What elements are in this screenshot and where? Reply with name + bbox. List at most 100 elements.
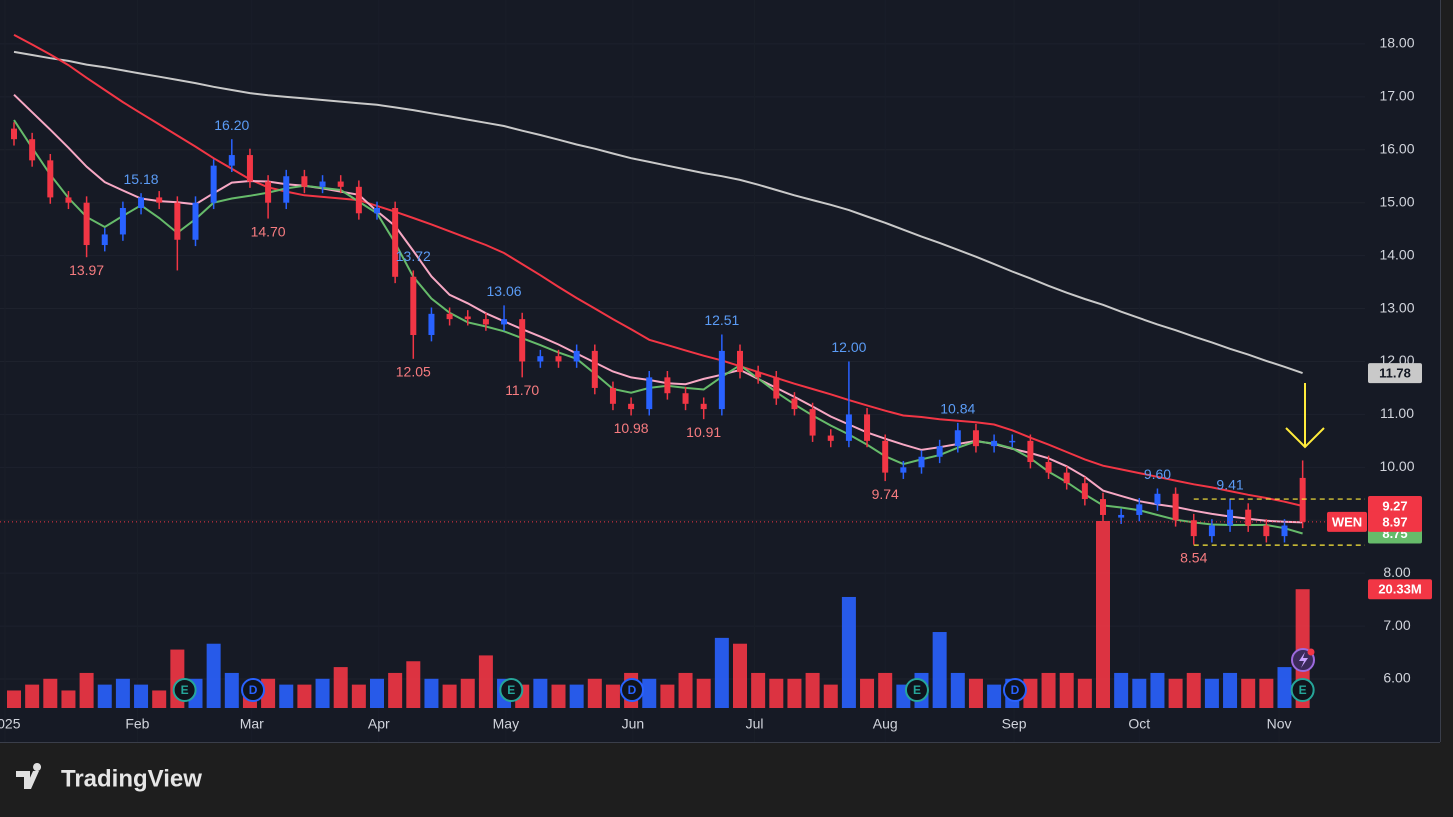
- candle-body: [972, 430, 979, 447]
- high-label: 9.41: [1216, 476, 1243, 492]
- volume-bar: [860, 678, 875, 708]
- volume-bar: [1114, 672, 1129, 708]
- candle-body: [737, 350, 743, 373]
- moving-average-line: [13, 50, 1303, 375]
- candle-body: [936, 446, 943, 457]
- volume-bar: [478, 655, 493, 708]
- candle-body: [355, 186, 362, 214]
- moving-average-line: [13, 34, 1303, 507]
- event-label: E: [507, 683, 515, 697]
- x-tick-label: Aug: [873, 716, 898, 732]
- candle-body: [319, 181, 326, 187]
- high-label: 10.84: [940, 401, 975, 417]
- candles: [11, 122, 1306, 545]
- brand-name: TradingView: [61, 765, 202, 792]
- volume-bar: [878, 672, 893, 708]
- candle-body: [1027, 440, 1034, 463]
- volume-bar: [605, 684, 620, 708]
- event-icon: [499, 678, 524, 702]
- volume-bar: [805, 672, 820, 708]
- event-label: E: [913, 683, 921, 697]
- volume-bar: [261, 678, 276, 708]
- low-label: 10.98: [614, 420, 649, 436]
- candle-body: [265, 181, 272, 203]
- symbol-tag-text: WEN: [1332, 514, 1362, 529]
- candle-body: [1063, 472, 1070, 484]
- arrow-head: [1285, 427, 1325, 449]
- candle-body: [337, 181, 344, 187]
- candle-body: [791, 398, 798, 410]
- candle-body: [519, 319, 526, 362]
- volume-bar: [932, 632, 947, 708]
- candle-body: [47, 160, 54, 198]
- event-icon: [1290, 678, 1315, 702]
- low-label: 12.05: [396, 364, 431, 380]
- event-icon: [172, 678, 197, 702]
- volume-bar: [787, 678, 802, 708]
- volume-bar: [533, 678, 548, 708]
- candle-body: [1263, 525, 1270, 537]
- candle-body: [954, 430, 961, 447]
- candle-body: [682, 393, 689, 404]
- volume-bar: [25, 684, 40, 708]
- candle-body: [664, 377, 671, 394]
- volume-bar: [79, 672, 94, 708]
- candle-body: [1045, 462, 1052, 473]
- volume-bar: [1023, 678, 1038, 708]
- event-label: D: [628, 683, 637, 697]
- candle-body: [246, 155, 253, 182]
- grid: [0, 0, 1365, 742]
- candle-body: [156, 197, 163, 203]
- alert-bolt: [1299, 652, 1308, 668]
- candle-body: [11, 128, 17, 140]
- volume-bar: [1259, 678, 1274, 708]
- ma-price-tag: [1368, 495, 1422, 516]
- candle-body: [464, 316, 471, 320]
- symbol-tag: [1327, 511, 1367, 532]
- volume-bar: [841, 596, 856, 708]
- candle-body: [864, 414, 871, 441]
- volume-bar: [987, 684, 1002, 708]
- low-label: 11.70: [505, 382, 539, 398]
- y-tick-label: 6.00: [1383, 670, 1410, 686]
- low-label: 14.70: [251, 223, 286, 239]
- event-icon: [904, 678, 929, 702]
- volume-bar: [370, 678, 384, 708]
- x-tick-label: Jun: [622, 716, 645, 732]
- high-label: 13.72: [396, 248, 431, 264]
- volume-bar: [569, 684, 584, 708]
- candle-body: [210, 165, 217, 203]
- last-price-tag: [1368, 511, 1422, 532]
- candle-body: [374, 207, 380, 214]
- volume-bar: [351, 684, 366, 708]
- volume-bar: [1041, 672, 1056, 708]
- volume-bar: [279, 684, 294, 708]
- brand-logo: [16, 763, 42, 789]
- candle-body: [1245, 509, 1252, 526]
- high-label: 13.06: [487, 283, 522, 299]
- volume-bar: [678, 672, 693, 708]
- volume-bar: [1077, 678, 1092, 708]
- high-label: 12.00: [831, 339, 866, 355]
- candle-body: [1190, 520, 1197, 537]
- candle-body: [1009, 440, 1016, 443]
- event-icon: [1002, 678, 1027, 702]
- volume-bar: [1241, 678, 1256, 708]
- volume-bar: [551, 684, 566, 708]
- candle-body: [138, 197, 145, 208]
- volume-bar: [315, 678, 330, 708]
- volume-bar: [333, 667, 348, 708]
- ma-price-tag: [1368, 363, 1422, 384]
- y-tick-label: 17.00: [1379, 88, 1414, 104]
- x-tick-label: Nov: [1267, 716, 1292, 732]
- x-tick-label: Jul: [746, 716, 764, 732]
- candle-body: [809, 409, 816, 436]
- candle-body: [1172, 493, 1179, 521]
- candle-body: [428, 313, 435, 336]
- volume-bar: [950, 672, 965, 708]
- candle-body: [410, 276, 417, 336]
- volume-tag: [1368, 579, 1432, 600]
- volume-bar: [388, 672, 403, 708]
